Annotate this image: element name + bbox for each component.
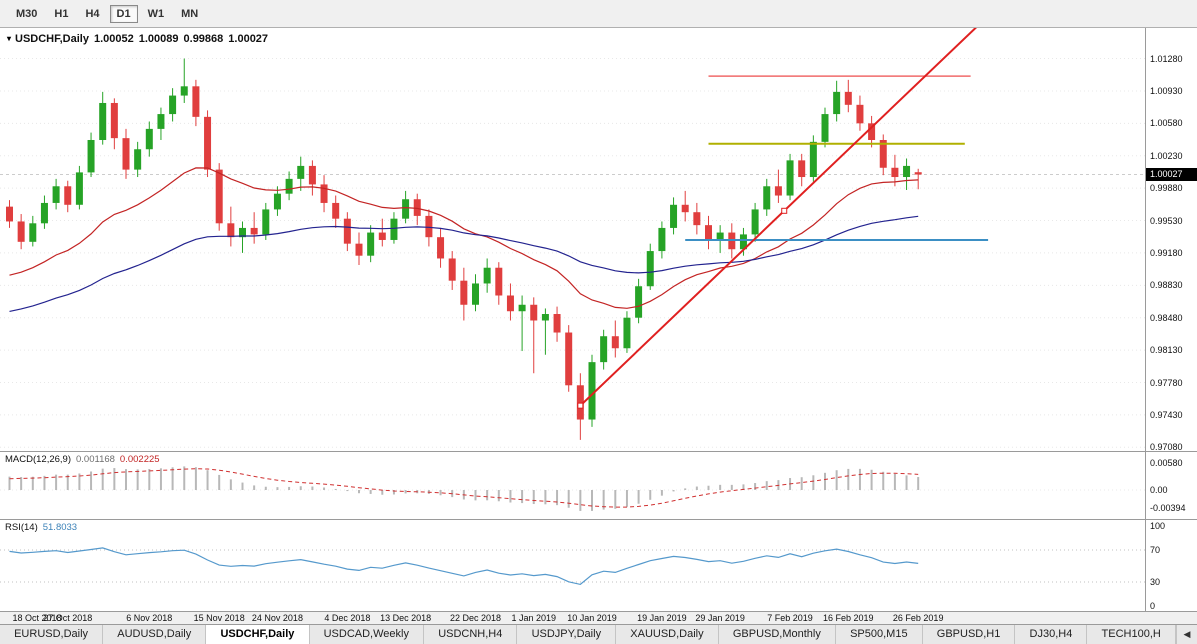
rsi-axis-label: 100 bbox=[1150, 521, 1166, 531]
low-value: 0.99868 bbox=[183, 33, 224, 45]
macd-main-value: 0.001168 bbox=[76, 454, 115, 465]
tab-gbpusd-h1[interactable]: GBPUSD,H1 bbox=[923, 625, 1016, 644]
price-axis-label: 0.99180 bbox=[1150, 247, 1183, 258]
price-axis-label: 1.00230 bbox=[1150, 150, 1183, 161]
macd-signal-value: 0.002225 bbox=[119, 454, 160, 465]
date-label: 26 Feb 2019 bbox=[892, 613, 944, 623]
price-axis-label: 0.99530 bbox=[1150, 215, 1183, 226]
price-axis-label: 1.00930 bbox=[1150, 85, 1183, 96]
date-label: 29 Jan 2019 bbox=[695, 613, 745, 623]
price-chart[interactable] bbox=[0, 28, 1145, 451]
rsi-axis-label: 0 bbox=[1150, 601, 1156, 611]
price-axis-label: 0.98130 bbox=[1150, 345, 1183, 356]
candles[interactable] bbox=[6, 58, 922, 440]
date-label: 13 Dec 2018 bbox=[380, 613, 432, 623]
panel-divider bbox=[0, 611, 1197, 612]
date-label: 10 Jan 2019 bbox=[567, 613, 617, 623]
tab-tech100-h[interactable]: TECH100,H bbox=[1087, 625, 1176, 644]
date-label: 7 Feb 2019 bbox=[767, 613, 813, 623]
date-label: 15 Nov 2018 bbox=[193, 613, 245, 623]
timeframe-button-m30[interactable]: M30 bbox=[9, 5, 44, 23]
tab-usdchf-daily[interactable]: USDCHF,Daily bbox=[206, 625, 310, 644]
trendline-handle[interactable] bbox=[781, 207, 788, 214]
rsi-panel[interactable] bbox=[0, 520, 1145, 611]
price-axis-label: 0.99880 bbox=[1150, 183, 1183, 194]
tab-xauusd-daily[interactable]: XAUUSD,Daily bbox=[616, 625, 719, 644]
timeframe-button-mn[interactable]: MN bbox=[174, 5, 205, 23]
rsi-name: RSI(14) bbox=[5, 522, 38, 533]
rsi-axis-label: 70 bbox=[1150, 545, 1161, 555]
chart-marker-icon: ▾ bbox=[7, 34, 12, 43]
macd-name: MACD(12,26,9) bbox=[5, 454, 71, 465]
symbol-timeframe-label: USDCHF,Daily bbox=[15, 33, 89, 45]
open-value: 1.00052 bbox=[93, 33, 134, 45]
date-label: 22 Dec 2018 bbox=[449, 613, 502, 623]
date-label: 4 Dec 2018 bbox=[324, 613, 371, 623]
price-axis-label: 0.98830 bbox=[1150, 280, 1183, 291]
bullish-trendline[interactable] bbox=[579, 28, 988, 407]
trendline-handle[interactable] bbox=[577, 402, 584, 409]
timeframe-button-w1[interactable]: W1 bbox=[141, 5, 172, 23]
macd-panel[interactable] bbox=[0, 452, 1145, 519]
timeframe-button-d1[interactable]: D1 bbox=[109, 4, 138, 23]
macd-axis-label: 0.00580 bbox=[1150, 458, 1183, 468]
rsi-line bbox=[9, 547, 919, 586]
price-axis-label: 1.01280 bbox=[1150, 53, 1183, 64]
macd-axis-label: -0.00394 bbox=[1150, 503, 1186, 514]
macd-label: MACD(12,26,9) 0.001168 0.002225 bbox=[5, 454, 160, 465]
tab-scroll-left-icon[interactable]: ◀ bbox=[1175, 625, 1197, 644]
panel-divider[interactable] bbox=[0, 519, 1197, 520]
tab-audusd-daily[interactable]: AUDUSD,Daily bbox=[103, 625, 207, 644]
timeframe-button-h4[interactable]: H4 bbox=[78, 5, 106, 23]
current-price-tag: 1.00027 bbox=[1146, 168, 1197, 182]
chart-title: ▾ USDCHF,Daily 1.00052 1.00089 0.99868 1.0002… bbox=[7, 33, 268, 45]
price-axis-label: 0.97080 bbox=[1150, 442, 1183, 453]
macd-histogram bbox=[8, 466, 920, 511]
timeframe-toolbar: M30 H1 H4 D1 W1 MN bbox=[0, 0, 1197, 28]
date-label: 24 Nov 2018 bbox=[251, 613, 303, 623]
panel-divider[interactable] bbox=[0, 451, 1197, 452]
date-label: 1 Jan 2019 bbox=[511, 613, 557, 623]
tab-usdcad-weekly[interactable]: USDCAD,Weekly bbox=[310, 625, 425, 644]
date-axis: 18 Oct 2018 27 Oct 2018 6 Nov 2018 15 Nov 2… bbox=[0, 612, 1197, 624]
moving-average-21[interactable] bbox=[9, 167, 919, 309]
moving-average-55[interactable] bbox=[9, 215, 919, 312]
rsi-axis-label: 30 bbox=[1150, 577, 1161, 587]
price-axis-label: 0.98480 bbox=[1150, 312, 1183, 323]
price-axis-label: 0.97780 bbox=[1150, 377, 1183, 388]
rsi-label: RSI(14) 51.8033 bbox=[5, 522, 77, 533]
close-value: 1.00027 bbox=[228, 33, 269, 45]
macd-signal-line bbox=[9, 468, 919, 508]
tab-eurusd-daily[interactable]: EURUSD,Daily bbox=[0, 625, 104, 644]
date-label: 27 Oct 2018 bbox=[43, 613, 93, 623]
price-axis-label: 1.00580 bbox=[1150, 118, 1183, 129]
tab-gbpusd-monthly[interactable]: GBPUSD,Monthly bbox=[719, 625, 836, 644]
high-value: 1.00089 bbox=[138, 33, 179, 45]
date-label: 16 Feb 2019 bbox=[823, 613, 874, 623]
date-label: 19 Jan 2019 bbox=[637, 613, 687, 623]
tab-usdcnh-h4[interactable]: USDCNH,H4 bbox=[424, 625, 518, 644]
price-axis-label: 0.97430 bbox=[1150, 409, 1183, 420]
date-label: 6 Nov 2018 bbox=[126, 613, 173, 623]
timeframe-button-h1[interactable]: H1 bbox=[47, 5, 75, 23]
price-axis-divider bbox=[1145, 28, 1146, 612]
date-label: 18 Oct 2018 bbox=[12, 613, 62, 623]
macd-axis-label: 0.00 bbox=[1150, 485, 1168, 495]
rsi-value: 51.8033 bbox=[42, 522, 78, 533]
tab-sp500-m15[interactable]: SP500,M15 bbox=[836, 625, 923, 644]
chart-tab-bar: EURUSD,Daily AUDUSD,Daily USDCHF,Daily USDC… bbox=[0, 624, 1197, 644]
tab-usdjpy-daily[interactable]: USDJPY,Daily bbox=[517, 625, 617, 644]
tab-dj30-h4[interactable]: DJ30,H4 bbox=[1015, 625, 1088, 644]
